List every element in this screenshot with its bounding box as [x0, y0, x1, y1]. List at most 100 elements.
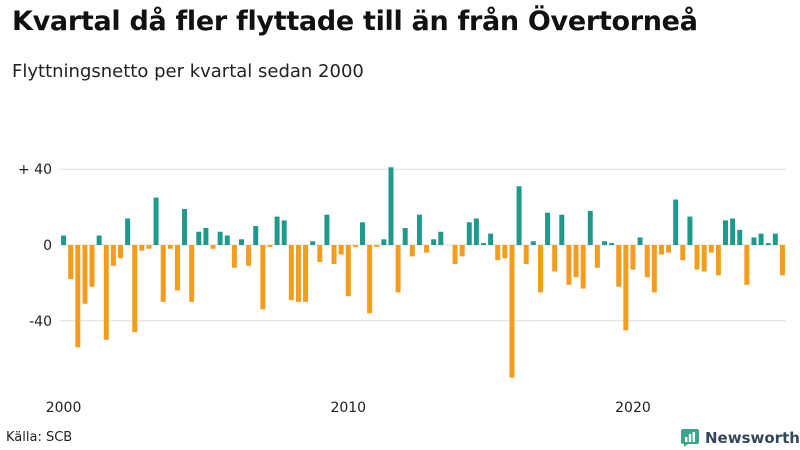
bar	[481, 243, 486, 245]
bar	[580, 245, 586, 289]
newsworthy-logo-icon	[681, 429, 699, 447]
bar	[395, 245, 401, 293]
brand-name: Newsworthy	[705, 429, 800, 447]
bar	[495, 245, 501, 261]
bar	[523, 245, 529, 264]
bar	[196, 231, 202, 246]
bar	[559, 214, 565, 245]
bar	[424, 245, 430, 253]
bar	[217, 231, 223, 246]
bar	[89, 245, 95, 287]
bar	[758, 233, 764, 245]
bar	[701, 245, 707, 272]
bar	[466, 222, 472, 245]
bar	[452, 245, 458, 264]
bar	[602, 241, 607, 245]
bar	[730, 218, 736, 245]
x-tick-label: 2010	[330, 400, 366, 416]
bar	[267, 245, 273, 247]
bar	[167, 245, 173, 249]
bar	[153, 197, 159, 246]
bar	[139, 245, 145, 251]
bar	[224, 235, 230, 245]
bar	[644, 245, 650, 278]
bar	[409, 245, 415, 257]
bar	[75, 245, 81, 348]
source-note: Källa: SCB	[6, 430, 73, 445]
bar	[573, 245, 579, 278]
bar	[744, 245, 750, 285]
bar	[630, 245, 636, 270]
bar	[552, 245, 558, 272]
bar	[210, 245, 216, 249]
bar	[438, 231, 444, 246]
bar	[381, 239, 387, 245]
bar	[189, 245, 195, 302]
bar	[367, 245, 373, 314]
bar	[537, 245, 543, 293]
bar	[594, 245, 600, 268]
bar	[96, 235, 102, 245]
bar	[737, 229, 743, 245]
bar	[203, 227, 209, 245]
bar	[402, 227, 408, 245]
bar	[502, 245, 508, 259]
bar	[61, 235, 67, 245]
bar	[82, 245, 88, 304]
bar	[687, 216, 693, 245]
bar	[295, 245, 301, 302]
chart-subtitle: Flyttningsnetto per kvartal sedan 2000	[12, 61, 364, 82]
bar	[146, 245, 152, 249]
x-tick-label: 2000	[46, 400, 82, 416]
bar	[352, 245, 358, 247]
bar	[673, 199, 679, 245]
bar	[281, 220, 287, 246]
bar	[566, 245, 572, 285]
bar	[317, 245, 323, 263]
bar	[658, 245, 664, 255]
bar	[68, 245, 74, 280]
bar	[416, 214, 422, 245]
y-tick-label: -40	[29, 314, 52, 330]
bar	[310, 241, 316, 245]
bar	[345, 245, 351, 297]
bar	[231, 245, 237, 268]
chart-title: Kvartal då fler flyttade till än från Öv…	[12, 6, 698, 37]
bar	[765, 243, 771, 245]
bar	[715, 245, 721, 276]
bar	[545, 212, 551, 245]
bar	[324, 214, 330, 245]
bar	[288, 245, 294, 300]
bar	[103, 245, 109, 340]
bar	[680, 245, 686, 261]
bar	[110, 245, 116, 266]
y-tick-label: + 40	[18, 162, 52, 178]
bar	[239, 239, 244, 245]
bar	[779, 245, 785, 276]
bar	[160, 245, 166, 302]
bar	[530, 241, 536, 245]
bar	[431, 239, 437, 245]
bar	[772, 233, 778, 245]
bar	[751, 237, 757, 245]
bar	[616, 245, 622, 287]
bar	[723, 220, 728, 246]
bar	[360, 222, 365, 245]
bar	[174, 245, 180, 291]
bar	[708, 245, 714, 253]
bar	[260, 245, 266, 310]
bar	[125, 218, 131, 245]
bar	[587, 210, 593, 245]
bar	[694, 245, 700, 270]
bar	[388, 167, 394, 246]
bar	[609, 243, 615, 245]
bar	[637, 237, 643, 245]
bar	[509, 245, 515, 378]
bar	[473, 218, 479, 245]
bar	[516, 186, 522, 245]
bar	[623, 245, 629, 331]
x-tick-label: 2020	[615, 400, 651, 416]
bar	[459, 245, 465, 257]
bar	[338, 245, 344, 255]
bar	[182, 209, 188, 246]
